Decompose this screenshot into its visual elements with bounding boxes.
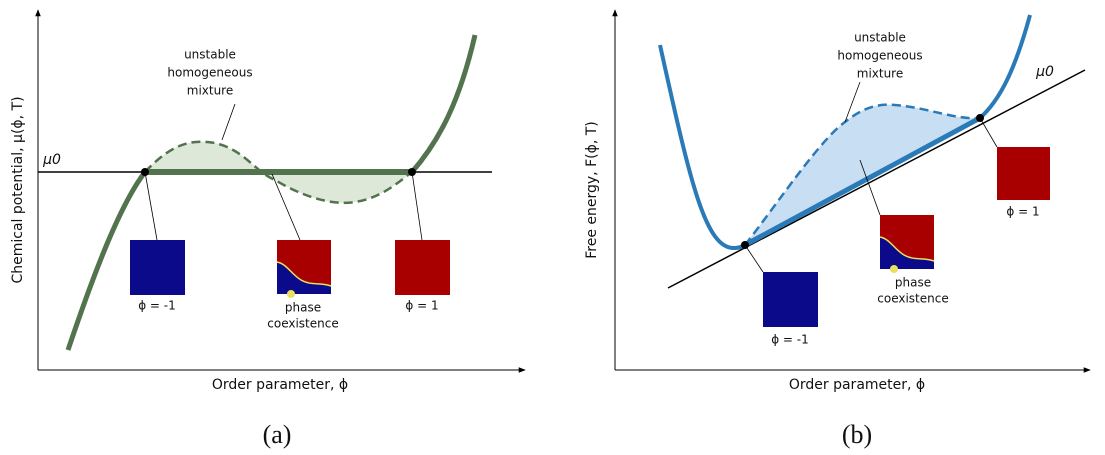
annotation: homogeneous — [167, 66, 252, 80]
state-label: ϕ = 1 — [1006, 205, 1039, 219]
annotation: mixture — [857, 67, 904, 81]
annotation: unstable — [854, 31, 906, 45]
y-axis-label: Free energy, F(ϕ, T) — [584, 121, 600, 259]
annotation: mixture — [187, 84, 234, 98]
state-label: phase — [895, 276, 931, 290]
state-label: ϕ = -1 — [138, 299, 176, 313]
y-axis-label: Chemical potential, μ(ϕ, T) — [10, 96, 26, 283]
state-label: ϕ = -1 — [771, 333, 809, 347]
state-label: coexistence — [877, 292, 948, 306]
caption: (b) — [842, 420, 872, 449]
state-label: coexistence — [267, 317, 338, 331]
annotation: unstable — [184, 48, 236, 62]
x-axis-label: Order parameter, ϕ — [789, 377, 925, 393]
annotation: homogeneous — [837, 49, 922, 63]
state-label: phase — [285, 301, 321, 315]
x-axis-label: Order parameter, ϕ — [212, 377, 348, 393]
curve — [660, 45, 745, 248]
figure: unstable homogeneous mixture μ0 Chemical… — [0, 0, 1105, 455]
mu0-label: μ0 — [42, 152, 61, 168]
state-label: ϕ = 1 — [405, 299, 438, 313]
panel-a: unstable homogeneous mixture μ0 Chemical… — [10, 10, 525, 449]
curve — [412, 35, 475, 172]
caption: (a) — [263, 420, 292, 449]
panel-b: unstable homogeneous mixture μ0 Free ene… — [584, 10, 1090, 449]
mu0-label: μ0 — [1035, 64, 1054, 80]
